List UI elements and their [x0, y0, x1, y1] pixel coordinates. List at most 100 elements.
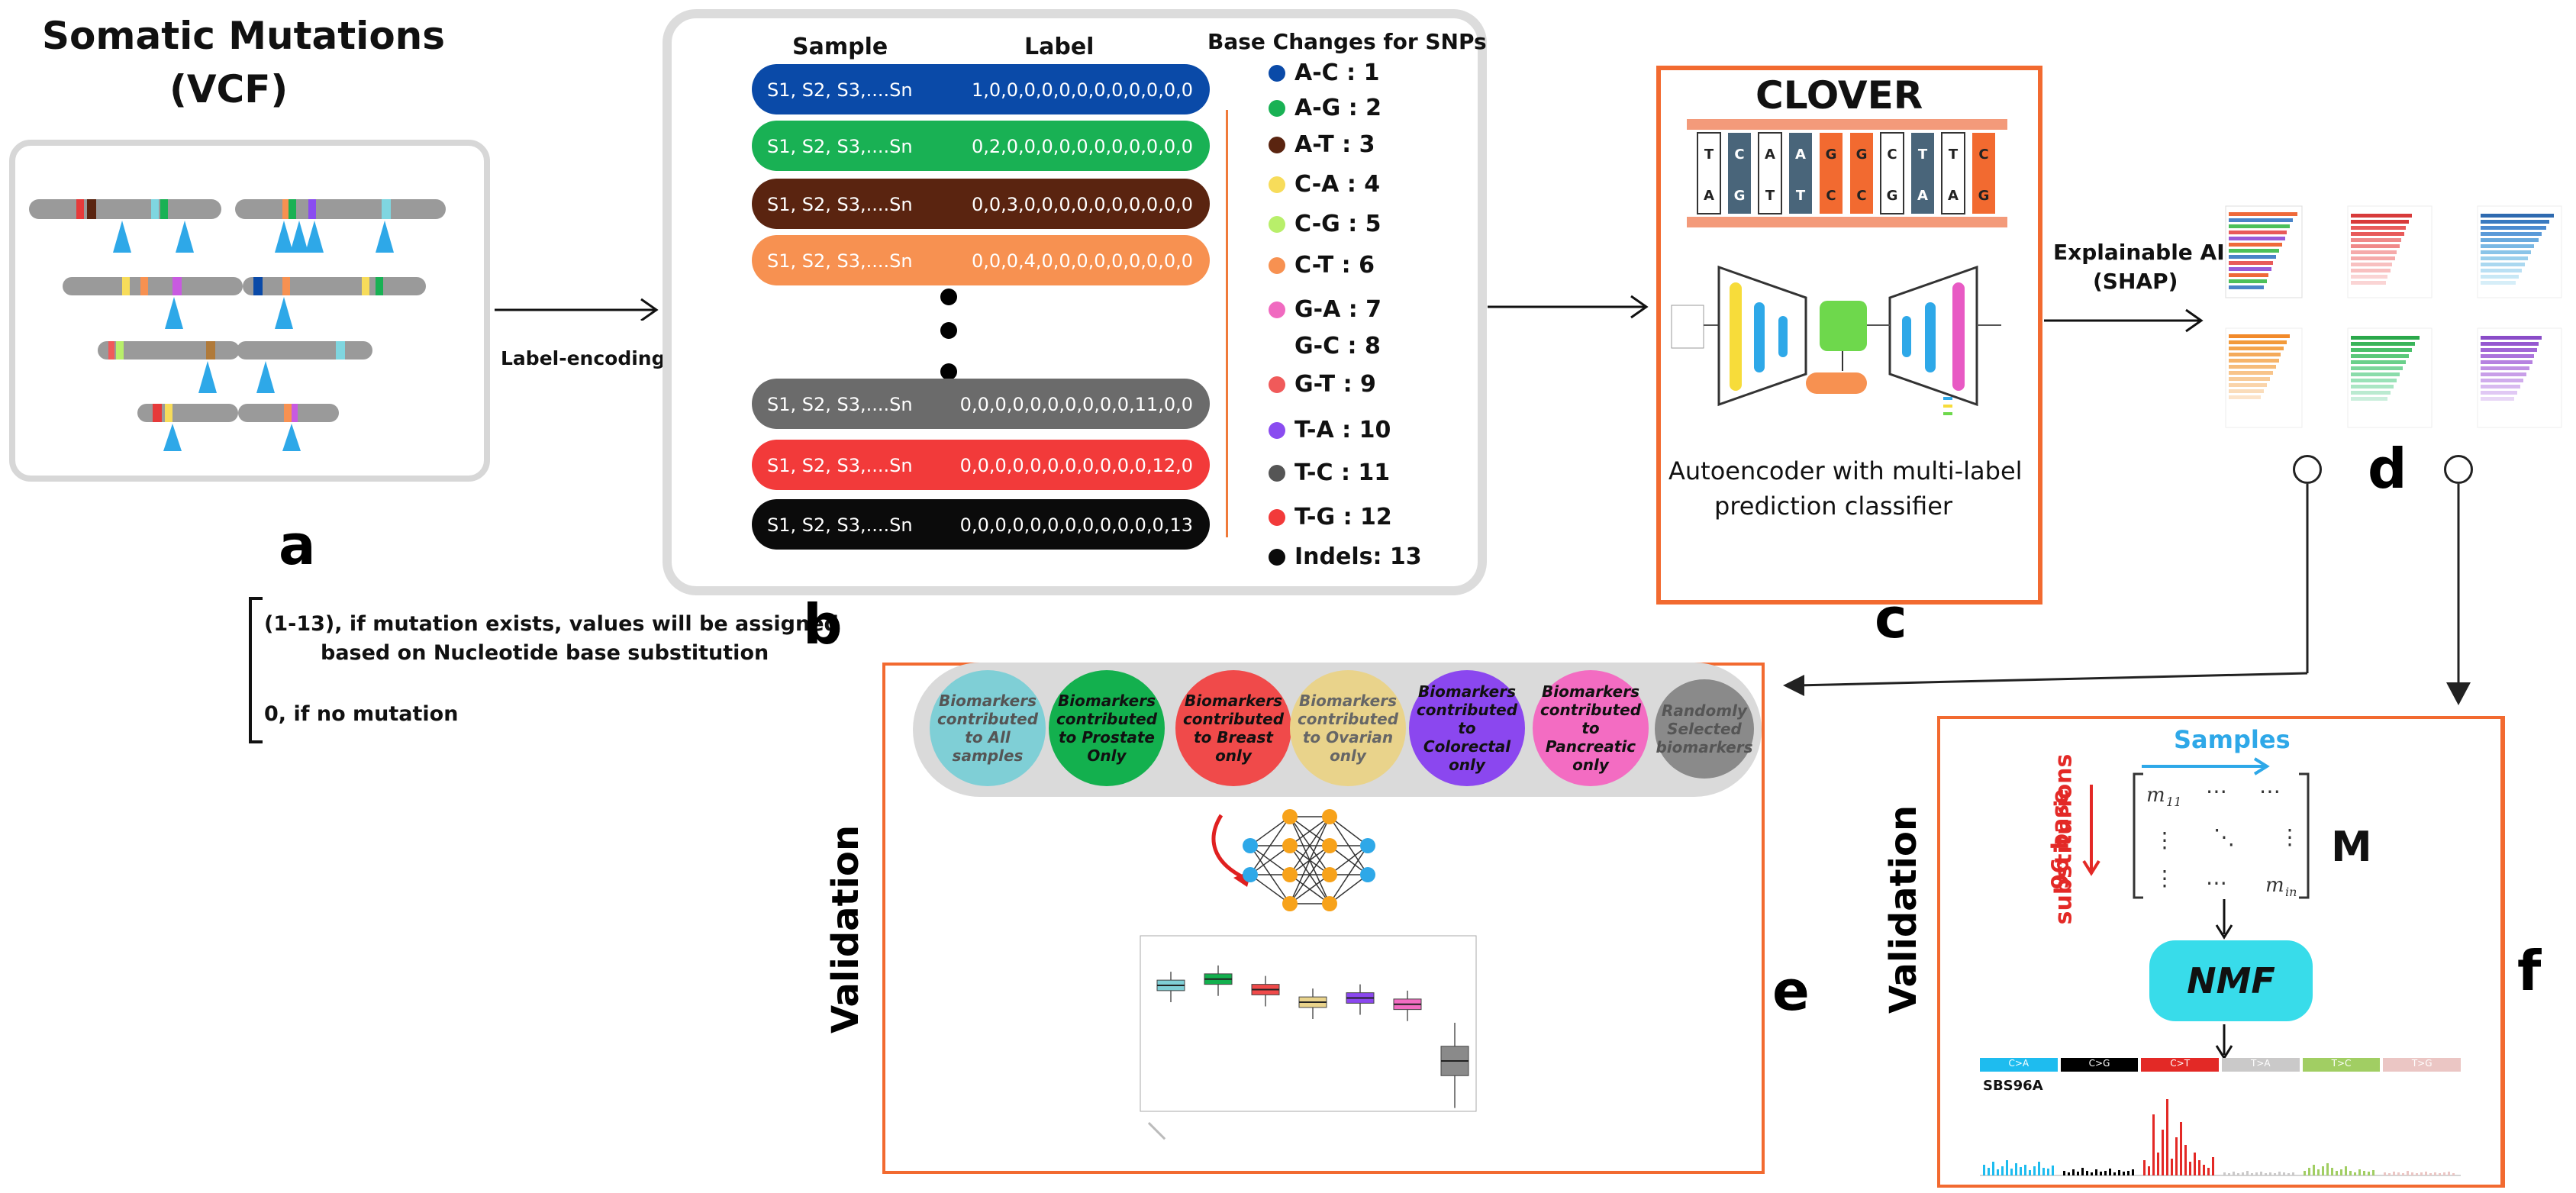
signature-bar: [2180, 1122, 2182, 1175]
base-change-13: Indels: 13: [1269, 543, 1422, 570]
base-change-5: C-G : 5: [1269, 211, 1381, 237]
dna-helix-icon: T A C G A T A T G C G C C G T A T A C G: [1687, 119, 2007, 227]
svg-text:⋯: ⋯: [2206, 779, 2227, 804]
signature-bar: [2313, 1165, 2315, 1175]
base-change-label: Indels: 13: [1294, 543, 1422, 570]
svg-text:A: A: [1795, 147, 1806, 163]
signature-bar: [2434, 1172, 2436, 1175]
signature-bar: [2251, 1173, 2253, 1175]
color-dot: [1269, 465, 1285, 482]
signature-bar: [2326, 1163, 2329, 1175]
signature-bar: [2162, 1130, 2164, 1175]
base-change-2: A-G : 2: [1269, 95, 1381, 121]
signature-bar: [2363, 1171, 2365, 1175]
signature-bar: [2308, 1168, 2310, 1175]
signature-bar: [2317, 1169, 2320, 1175]
header-base-changes: Base Changes for SNPs: [1207, 29, 1487, 54]
signature-bar: [2287, 1173, 2290, 1175]
row-label: 1,0,0,0,0,0,0,0,0,0,0,0,0: [971, 79, 1193, 101]
color-dot: [1269, 338, 1285, 355]
row-label: 0,0,0,0,0,0,0,0,0,0,11,0,0: [959, 394, 1193, 415]
label-row-3: S1, S2, S3,....Sn 0,0,3,0,0,0,0,0,0,0,0,0…: [752, 179, 1210, 229]
signature-bar: [2411, 1172, 2413, 1175]
category-tg: T>G: [2383, 1058, 2462, 1072]
base-change-3: A-T : 3: [1269, 131, 1375, 158]
encoding-rule-1-line2: based on Nucleotide base substitution: [321, 641, 769, 665]
svg-text:A: A: [1704, 188, 1714, 204]
signature-bar: [2015, 1163, 2017, 1175]
signature-bar: [2393, 1172, 2395, 1175]
shap-plot-3: [2477, 205, 2562, 298]
svg-text:C: C: [1978, 147, 1988, 163]
signature-name: SBS96A: [1983, 1078, 2043, 1094]
signature-bar: [2123, 1172, 2125, 1175]
signature-bar: [2143, 1160, 2146, 1175]
signature-bars: [1980, 1099, 2461, 1176]
svg-text:G: G: [1887, 188, 1898, 204]
signature-bar: [2189, 1162, 2191, 1175]
signature-bar: [2443, 1172, 2445, 1175]
signature-bar: [2132, 1169, 2134, 1175]
row-label: 0,0,0,4,0,0,0,0,0,0,0,0,0: [971, 250, 1193, 272]
signature-bar: [2322, 1166, 2324, 1175]
signature-bar: [2340, 1169, 2342, 1175]
color-dot: [1269, 176, 1285, 193]
connector-circle-right: [2444, 455, 2473, 484]
base-change-4: C-A : 4: [1269, 171, 1380, 198]
signature-bar: [2207, 1168, 2210, 1175]
signature-bar: [2439, 1173, 2441, 1175]
signature-bar: [2029, 1170, 2031, 1175]
biomarker-prostate: Biomarkers contributed to Prostate Only: [1049, 670, 1165, 786]
header-label: Label: [1024, 34, 1095, 60]
signature-bar: [2077, 1172, 2079, 1175]
signature-bar: [2452, 1173, 2455, 1175]
row-sample: S1, S2, S3,....Sn: [767, 136, 913, 157]
explainable-ai-label-line1: Explainable AI: [2053, 240, 2225, 265]
shap-plot-2: [2347, 205, 2433, 298]
biomarker-label: Biomarkers contributed to Pancreatic onl…: [1539, 682, 1642, 774]
color-dot: [1269, 137, 1285, 153]
category-ta: T>A: [2222, 1058, 2300, 1072]
clover-caption-line2: prediction classifier: [1714, 492, 1953, 521]
signature-bar: [2104, 1171, 2107, 1175]
matrix-letter: M: [2331, 823, 2372, 871]
svg-text:G: G: [1856, 147, 1868, 163]
signature-bar: [1992, 1162, 1994, 1175]
svg-text:C: C: [1887, 147, 1897, 163]
biomarker-breast: Biomarkers contributed to Breast only: [1175, 670, 1291, 786]
svg-text:⋮: ⋮: [2154, 827, 2175, 853]
biomarker-random: Randomly Selected biomarkers: [1655, 679, 1754, 779]
signature-bar: [2166, 1099, 2168, 1175]
svg-text:m: m: [2146, 784, 2165, 807]
color-dot: [1269, 100, 1285, 117]
panel-f-side-label: Validation: [1882, 804, 1925, 1014]
signature-bar: [1983, 1165, 1985, 1175]
svg-text:⋯: ⋯: [2259, 779, 2281, 804]
base-change-label: C-T : 6: [1294, 252, 1375, 279]
biomarker-all-samples: Biomarkers contributed to All samples: [930, 670, 1046, 786]
panel-a-title-line1: Somatic Mutations: [42, 14, 446, 58]
svg-text:T: T: [1704, 147, 1714, 163]
base-change-9: G-T : 9: [1269, 371, 1376, 398]
svg-text:A: A: [1948, 188, 1959, 204]
signature-bar: [2113, 1172, 2116, 1175]
signature-bar: [2109, 1169, 2111, 1175]
biomarker-pancreatic: Biomarkers contributed to Pancreatic onl…: [1533, 670, 1649, 786]
svg-text:m: m: [2265, 874, 2284, 897]
svg-text:G: G: [1826, 147, 1837, 163]
base-change-label: T-G : 12: [1294, 504, 1392, 530]
base-change-12: T-G : 12: [1269, 504, 1392, 530]
signature-bar: [2033, 1166, 2036, 1175]
signature-bar: [2198, 1160, 2200, 1175]
panel-a-title-line2: (VCF): [169, 67, 289, 111]
signature-bar: [2448, 1172, 2450, 1175]
signature-bar: [2368, 1172, 2370, 1175]
base-change-label: A-C : 1: [1294, 60, 1380, 86]
signature-bar: [2388, 1173, 2391, 1175]
explainable-ai-label-line2: (SHAP): [2093, 269, 2178, 294]
shap-plot-1: [2225, 205, 2303, 298]
row-sample: S1, S2, S3,....Sn: [767, 455, 913, 476]
row-label: 0,0,0,0,0,0,0,0,0,0,0,0,13: [959, 514, 1193, 536]
panel-b-letter: b: [803, 592, 843, 656]
svg-text:T: T: [1796, 188, 1806, 204]
